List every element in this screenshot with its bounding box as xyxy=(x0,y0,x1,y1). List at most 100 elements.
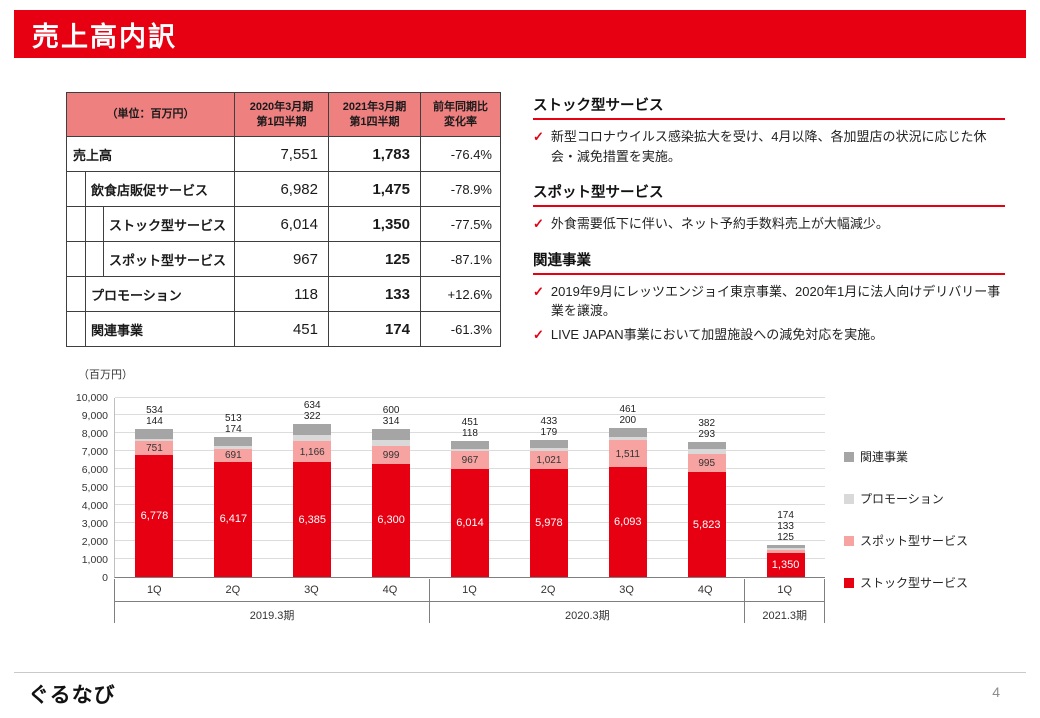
value-change: -77.5% xyxy=(420,206,501,242)
indent-guide xyxy=(85,277,86,311)
bar-value-label: 293 xyxy=(698,429,716,441)
bar-value-label: 995 xyxy=(698,458,716,470)
value-fy2021: 1,350 xyxy=(328,206,421,242)
table-row: プロモーション 118 133 +12.6% xyxy=(66,276,501,312)
bar-segment xyxy=(372,445,411,464)
bar-slot: 6,778 751 534 144 xyxy=(115,398,194,577)
bar-value-label: 6,093 xyxy=(614,516,642,529)
quarter-group: 1Q xyxy=(745,579,825,601)
note-bullet: ✓ 2019年9月にレッツエンジョイ東京事業、2020年1月に法人向けデリバリー事… xyxy=(533,282,1005,321)
legend-swatch xyxy=(844,493,854,504)
quarter-label: 2Q xyxy=(540,584,556,596)
row-label: 飲食店販促サービス xyxy=(66,171,235,207)
stacked-bar: 6,300 999 600 314 xyxy=(372,398,411,577)
revenue-table-body: 売上高 7,551 1,783 -76.4% 飲食店販促サービス 6,982 1,475 -7… xyxy=(66,136,501,347)
bar-value-label: 144 xyxy=(146,416,163,428)
y-axis-label: 5,000 xyxy=(81,482,108,494)
bullet-text: 新型コロナウイルス感染拡大を受け、4月以降、各加盟店の状況に応じた休会・減免措置… xyxy=(550,129,987,164)
bar-value-label: 200 xyxy=(619,415,637,427)
bar-value-label: 118 xyxy=(462,428,478,440)
bar-segment xyxy=(451,449,489,452)
note-bullet: ✓ LIVE JAPAN事業において加盟施設への減免対応を実施。 xyxy=(533,325,1005,345)
bar-value-label: 999 xyxy=(382,449,400,461)
bar-value-label: 513 xyxy=(224,412,242,424)
bar-segment xyxy=(372,463,411,577)
bar-slot: 6,300 999 600 314 xyxy=(352,398,431,577)
bar-value-labels: 382 293 xyxy=(672,418,742,440)
chart-legend: 関連事業 プロモーション スポット型サービス ストック型サービス xyxy=(844,448,968,591)
bar-segment xyxy=(135,429,174,439)
table-row: スポット型サービス 967 125 -87.1% xyxy=(66,241,501,277)
value-change: -76.4% xyxy=(420,136,501,172)
bar-value-label: 6,385 xyxy=(298,513,326,526)
y-axis: 0 1,000 2,000 3,000 4,000 5,000 6,000 7,000 8,00… xyxy=(62,392,108,584)
fiscal-year-label: 2021.3期 xyxy=(745,602,825,623)
note-section: ストック型サービス ✓ 新型コロナウイルス感染拡大を受け、4月以降、各加盟店の状況に… xyxy=(533,94,1005,166)
bar-segment xyxy=(529,447,568,452)
fiscal-year-label: 2020.3期 xyxy=(430,602,746,623)
bar-segment xyxy=(766,548,805,551)
bar-value-label: 600 xyxy=(382,405,400,417)
stacked-bar: 5,823 995 382 293 xyxy=(687,398,726,577)
indent-guide xyxy=(85,242,86,276)
bar-value-label: 179 xyxy=(540,427,558,439)
table-row: 飲食店販促サービス 6,982 1,475 -78.9% xyxy=(66,171,501,207)
table-col-fy2020: 2020年3月期 第1四半期 xyxy=(234,92,329,137)
bar-slot: 5,823 995 382 293 xyxy=(667,398,746,577)
title-bar: 売上高内訳 xyxy=(14,10,1026,58)
bar-segment xyxy=(293,423,332,436)
check-icon: ✓ xyxy=(533,283,544,299)
table-row: 関連事業 451 174 -61.3% xyxy=(66,311,501,347)
bar-slot: 6,014 967 451 118 xyxy=(431,398,510,577)
bar-value-label: 433 xyxy=(540,416,558,428)
indent-guide xyxy=(103,242,104,276)
bar-segment xyxy=(608,428,647,437)
note-bullet: ✓ 新型コロナウイルス感染拡大を受け、4月以降、各加盟店の状況に応じた休会・減免措… xyxy=(533,127,1005,166)
bar-value-labels: 451 118 xyxy=(435,417,505,439)
row-label: ストック型サービス xyxy=(66,206,235,242)
bar-slots: 6,778 751 534 144 6,417 691 513 174 6,385 1,166 63… xyxy=(115,398,825,577)
bar-value-label: 691 xyxy=(224,450,242,462)
quarter-label: 3Q xyxy=(304,584,319,596)
bar-segment xyxy=(214,461,253,577)
bar-value-label: 5,978 xyxy=(535,517,563,530)
bar-segment xyxy=(687,449,726,455)
bar-value-labels: 174 133 125 xyxy=(751,510,821,543)
bar-value-label: 174 xyxy=(777,509,794,521)
bar-segment xyxy=(766,544,805,549)
value-fy2020: 6,982 xyxy=(234,171,329,207)
y-axis-label: 8,000 xyxy=(81,428,108,440)
quarter-label: 1Q xyxy=(777,584,793,596)
notes-panel: ストック型サービス ✓ 新型コロナウイルス感染拡大を受け、4月以降、各加盟店の状況に… xyxy=(533,94,1005,359)
row-label: 関連事業 xyxy=(66,311,235,347)
bar-value-labels: 513 174 xyxy=(198,413,268,435)
y-axis-label: 1,000 xyxy=(81,554,108,566)
bar-segment xyxy=(608,440,647,468)
stacked-bar: 1,350 174 133 125 xyxy=(766,398,805,577)
bar-segment xyxy=(766,552,805,577)
bar-slot: 1,350 174 133 125 xyxy=(746,398,825,577)
check-icon: ✓ xyxy=(533,216,544,231)
bar-value-label: 322 xyxy=(303,410,321,422)
y-axis-label: 10,000 xyxy=(75,392,108,404)
chart-unit-label: （百万円） xyxy=(78,369,133,381)
bar-value-label: 6,417 xyxy=(219,513,248,526)
bar-segment xyxy=(529,469,568,577)
value-fy2021: 1,783 xyxy=(328,136,421,172)
bar-segment xyxy=(372,429,411,440)
bar-value-label: 6,778 xyxy=(140,510,169,522)
legend-item: ストック型サービス xyxy=(844,574,968,591)
y-axis-label: 6,000 xyxy=(81,464,108,476)
gridline xyxy=(115,432,825,433)
y-axis-label: 2,000 xyxy=(81,536,108,548)
bar-slot: 6,385 1,166 634 322 xyxy=(273,398,352,577)
legend-item: 関連事業 xyxy=(844,448,968,465)
quarter-group: 1Q 2Q 3Q 4Q xyxy=(430,579,746,601)
note-heading: ストック型サービス xyxy=(533,94,1005,120)
note-section: 関連事業 ✓ 2019年9月にレッツエンジョイ東京事業、2020年1月に法人向けデリ… xyxy=(533,249,1005,345)
bullet-text: LIVE JAPAN事業において加盟施設への減免対応を実施。 xyxy=(550,326,884,342)
legend-item: スポット型サービス xyxy=(844,532,968,549)
bar-value-labels: 634 322 xyxy=(277,400,347,422)
value-fy2021: 133 xyxy=(328,276,421,312)
